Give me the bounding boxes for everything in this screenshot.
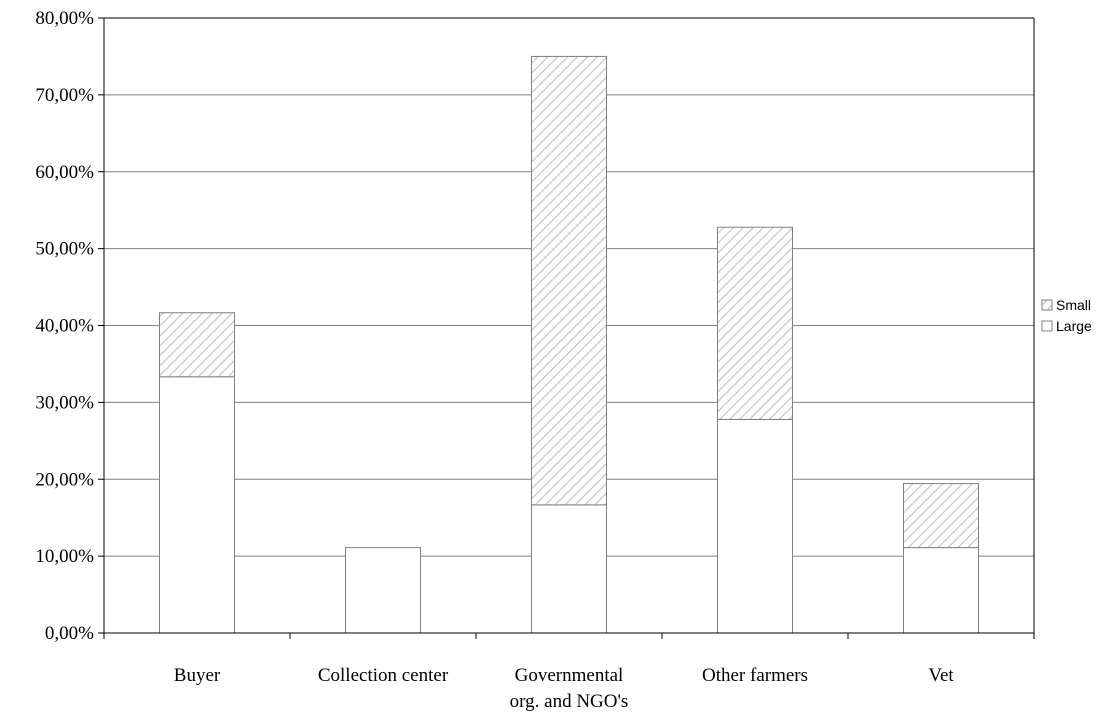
x-category-label: Vet xyxy=(928,665,954,686)
legend-label-small: Small xyxy=(1056,297,1091,313)
y-tick-label: 50,00% xyxy=(35,239,94,260)
bar-small-3 xyxy=(531,55,607,506)
y-tick-label: 60,00% xyxy=(35,162,94,183)
y-tick-label: 30,00% xyxy=(35,392,94,413)
y-tick-label: 80,00% xyxy=(35,8,94,29)
bar-small-5 xyxy=(903,483,979,549)
legend-label-large: Large xyxy=(1056,318,1092,334)
bar-large-2 xyxy=(345,547,421,634)
y-tick-label: 40,00% xyxy=(35,316,94,337)
bar-large-4 xyxy=(717,418,793,634)
bar-small-1 xyxy=(159,312,235,378)
y-tick-label: 70,00% xyxy=(35,85,94,106)
bars xyxy=(159,55,979,634)
x-category-label: Governmental org. and NGO's xyxy=(510,665,629,712)
legend: Small Large xyxy=(1041,297,1092,334)
y-axis-tick-labels: 0,00% 10,00% 20,00% 30,00% 40,00% 50,00% 60,00… xyxy=(35,8,94,644)
bar-large-5 xyxy=(903,547,979,634)
x-category-label: Collection center xyxy=(318,665,449,686)
legend-swatch-large xyxy=(1041,320,1053,332)
x-axis-category-labels: Buyer Collection center Governmental org. a… xyxy=(174,665,955,712)
y-tick-label: 0,00% xyxy=(45,623,94,644)
bar-large-3 xyxy=(531,504,607,634)
y-tick-label: 20,00% xyxy=(35,469,94,490)
bar-large-1 xyxy=(159,376,235,634)
x-category-label: Buyer xyxy=(174,665,221,686)
bar-small-4 xyxy=(717,226,793,420)
y-tick-label: 10,00% xyxy=(35,546,94,567)
legend-swatch-small xyxy=(1041,299,1053,311)
x-category-label: Other farmers xyxy=(702,665,808,686)
axes xyxy=(98,17,1035,639)
